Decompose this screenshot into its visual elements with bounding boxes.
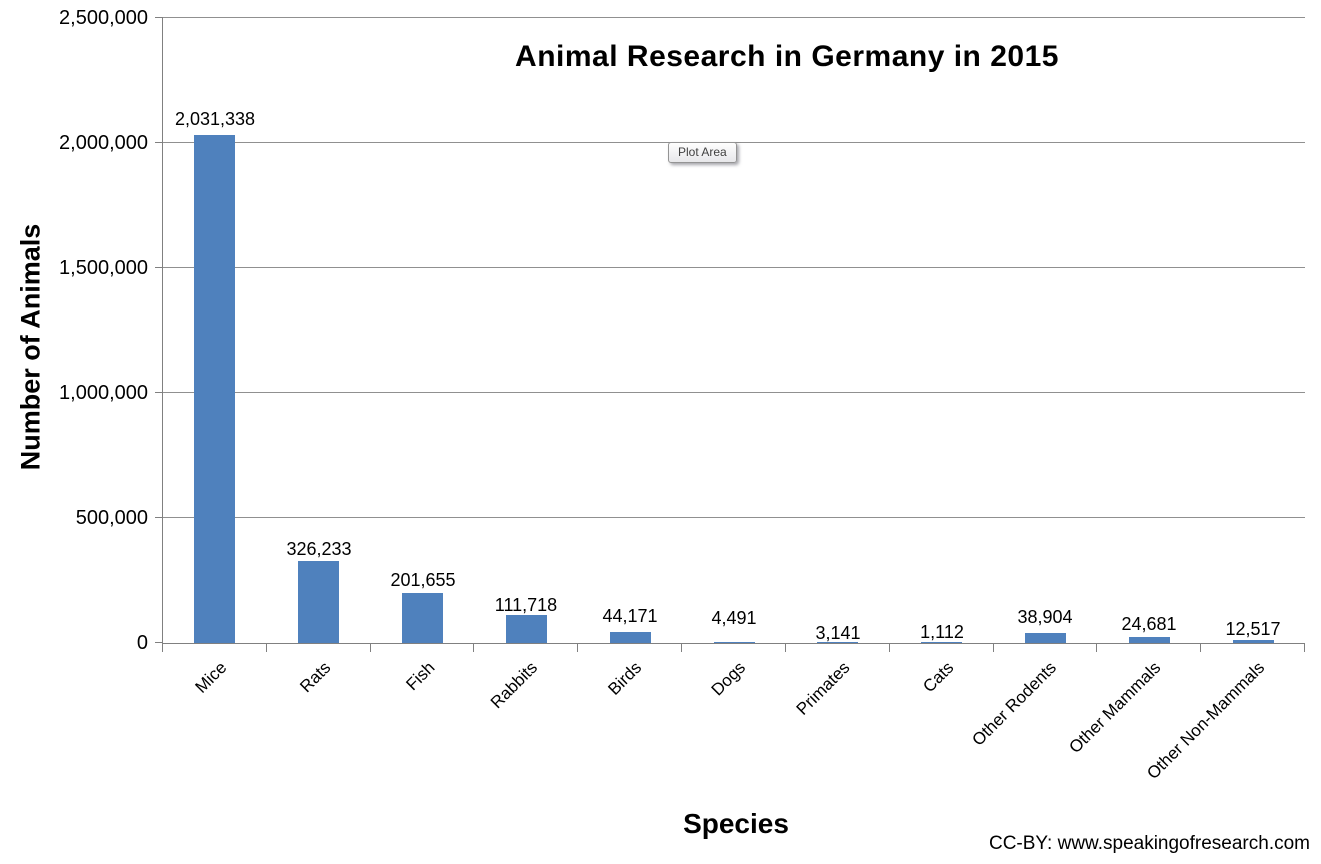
x-tick-label-text: Other Rodents — [968, 658, 1061, 750]
x-tick-label-text: Rabbits — [487, 658, 542, 713]
bar-other-mammals[interactable] — [1129, 637, 1170, 643]
y-tick-label: 1,500,000 — [59, 257, 148, 279]
x-axis-tick — [473, 644, 474, 652]
y-axis-tick — [155, 267, 163, 268]
y-axis-tick — [155, 517, 163, 518]
y-tick-label: 2,000,000 — [59, 132, 148, 154]
x-tick-label-text: Other Mammals — [1065, 658, 1165, 757]
bar-mice[interactable] — [194, 135, 235, 643]
bar-birds[interactable] — [610, 632, 651, 643]
data-label-mice: 2,031,338 — [174, 109, 256, 129]
plot-area-tooltip: Plot Area — [668, 142, 737, 163]
data-label-rabbits: 111,718 — [494, 595, 558, 615]
x-axis-tick — [785, 644, 786, 652]
x-tick-label-text: Cats — [919, 658, 958, 697]
y-tick-label: 2,500,000 — [59, 7, 148, 29]
bar-fish[interactable] — [402, 593, 443, 643]
y-tick-label: 0 — [136, 632, 148, 654]
x-axis-title[interactable]: Species — [683, 808, 789, 839]
bar-rabbits[interactable] — [506, 615, 547, 643]
bar-cats[interactable] — [921, 642, 962, 643]
x-tick-label-text: Dogs — [707, 658, 750, 700]
bar-primates[interactable] — [817, 642, 858, 643]
y-gridline — [163, 267, 1305, 268]
data-label-cats: 1,112 — [920, 622, 964, 642]
x-axis-tick — [1096, 644, 1097, 652]
x-axis-tick — [889, 644, 890, 652]
x-axis-tick — [1304, 644, 1305, 652]
y-axis-line — [162, 18, 163, 643]
data-label-other-non-mammals: 12,517 — [1225, 619, 1281, 639]
credit-text: CC-BY: www.speakingofresearch.com — [988, 833, 1310, 854]
x-tick-label-text: Mice — [191, 658, 231, 697]
data-label-dogs: 4,491 — [711, 608, 757, 628]
x-tick-label-text: Fish — [402, 658, 439, 695]
y-axis-tick — [155, 17, 163, 18]
y-gridline — [163, 392, 1305, 393]
data-label-other-rodents: 38,904 — [1017, 607, 1073, 627]
x-axis-tick — [162, 644, 163, 652]
x-axis-tick — [577, 644, 578, 652]
data-label-primates: 3,141 — [815, 623, 861, 643]
data-label-fish: 201,655 — [390, 570, 456, 590]
data-label-birds: 44,171 — [602, 606, 658, 626]
x-axis-line — [162, 643, 1305, 644]
bar-rats[interactable] — [298, 561, 339, 643]
x-tick-label-text: Primates — [792, 658, 854, 719]
x-axis-tick — [1200, 644, 1201, 652]
data-label-rats: 326,233 — [286, 539, 352, 559]
y-tick-label: 500,000 — [75, 507, 148, 529]
bar-other-rodents[interactable] — [1025, 633, 1066, 643]
x-tick-label-text: Rats — [296, 658, 335, 697]
x-axis-tick — [266, 644, 267, 652]
x-tick-label-text: Other Non-Mammals — [1143, 658, 1269, 783]
data-label-other-mammals: 24,681 — [1121, 614, 1177, 634]
x-axis-tick — [681, 644, 682, 652]
bar-other-non-mammals[interactable] — [1233, 640, 1274, 643]
y-gridline — [163, 17, 1305, 18]
plot-area-tooltip-label: Plot Area — [678, 145, 727, 159]
y-axis-tick — [155, 392, 163, 393]
y-axis-tick — [155, 142, 163, 143]
y-tick-label: 1,000,000 — [59, 382, 148, 404]
x-axis-tick — [993, 644, 994, 652]
bar-dogs[interactable] — [714, 642, 755, 643]
x-axis-tick — [370, 644, 371, 652]
x-tick-label-text: Birds — [604, 658, 646, 699]
y-gridline — [163, 517, 1305, 518]
chart-title[interactable]: Animal Research in Germany in 2015 — [515, 40, 1059, 73]
y-axis-tick — [155, 642, 163, 643]
